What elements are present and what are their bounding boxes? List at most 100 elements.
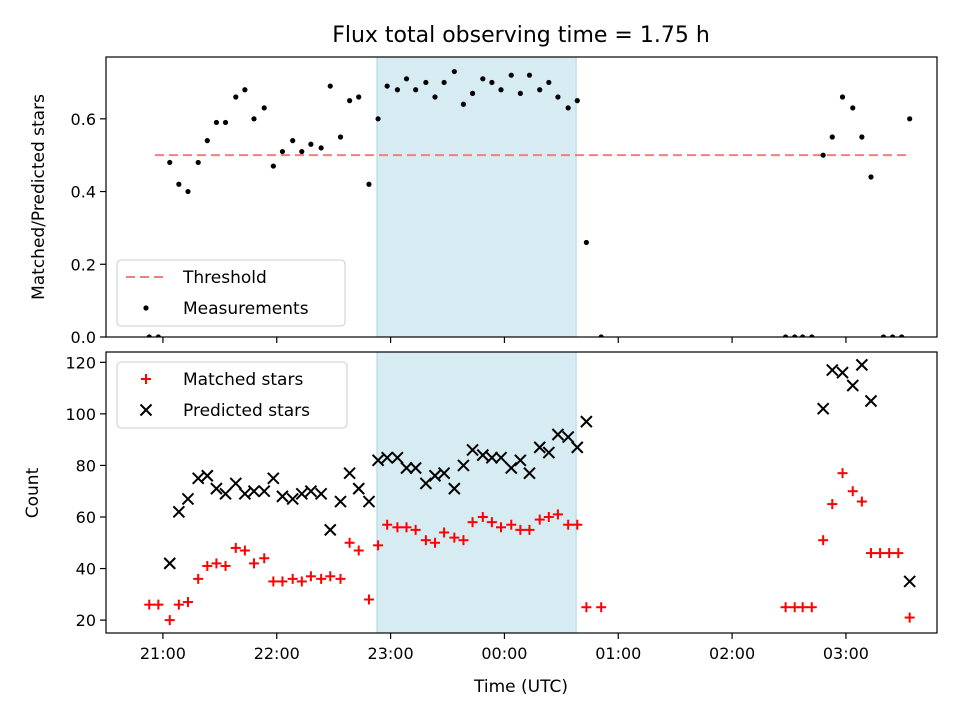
measurement-point [270,163,276,169]
x-stroke-b [846,379,859,392]
x-stroke-b [201,469,214,482]
legend-matched-swatch [141,374,151,384]
x-stroke-b [362,495,376,508]
x-stroke-b [380,451,394,464]
matched-point [884,548,895,559]
x-stroke-b [485,451,499,464]
predicted-point [181,492,195,506]
x-stroke-b [324,523,337,537]
matched-point [467,517,478,528]
matched-point [420,535,431,546]
predicted-point [267,472,280,485]
predicted-point [476,448,490,462]
predicted-point [855,358,869,372]
y-tick-label: 60 [76,508,96,527]
measurement-point [537,87,543,93]
matched-point [827,499,838,510]
measurement-point [800,334,806,337]
predicted-point [485,451,499,464]
measurement-point [555,94,561,100]
predicted-point [466,443,479,457]
measurement-point [366,181,372,187]
plot-area [146,68,913,337]
measurement-point [480,76,486,82]
predicted-point [428,469,442,482]
y-tick-label: 0.2 [71,255,96,274]
y-axis-label-count: Count [23,467,43,518]
predicted-point [229,477,242,490]
x-stroke-b [371,454,385,467]
measurement-point [195,159,201,166]
matched-point [410,524,421,535]
x-tick-label: 22:00 [254,644,300,663]
matched-point [429,537,440,548]
measurement-point [526,72,533,78]
y-tick-label: 100 [65,405,96,424]
measurement-point [469,90,476,96]
matched-point [596,602,607,613]
measurement-point [546,79,552,86]
predicted-point [494,451,508,464]
x-tick-label: 02:00 [709,644,755,663]
x-stroke-b [816,402,830,415]
x-stroke-b [514,454,527,467]
matched-point [259,553,270,564]
predicted-point [362,495,376,508]
legend-ratio: Threshold Measurements [116,259,346,327]
measurement-point [242,87,248,93]
predicted-point [191,472,205,485]
measurement-point [176,181,182,187]
chart-title: Flux total observing time = 1.75 h [332,23,710,48]
x-axis-label: Time (UTC) [473,677,568,697]
predicted-point [542,446,556,459]
x-stroke-b [561,430,575,444]
predicted-point [201,469,214,482]
matched-point [875,548,886,559]
measurement-point [809,334,815,337]
measurement-point [394,87,401,93]
x-tick-label: 01:00 [595,644,641,663]
matched-point [563,519,574,530]
predicted-point [457,459,470,472]
x-tick-label: 21:00 [140,644,186,663]
matched-point [316,573,327,584]
x-stroke-b [314,487,328,500]
predicted-point [437,466,451,480]
measurement-point [413,87,419,93]
measurement-point [489,79,495,86]
measurement-point [829,134,835,140]
y-tick-label: 80 [76,456,96,475]
matched-point [363,594,374,605]
x-stroke-b [172,505,186,519]
predicted-point [258,485,271,498]
matched-point [401,522,412,533]
x-stroke-b [437,466,451,480]
measurement-point [850,105,856,111]
x-stroke-b [571,441,584,454]
x-tick-label: 03:00 [823,644,869,663]
predicted-point [247,485,261,498]
matched-point [173,599,184,610]
x-stroke-b [238,487,252,500]
matched-point [305,571,316,582]
predicted-point [304,485,318,498]
matched-point [268,576,279,587]
matched-point [572,519,583,530]
predicted-point [409,461,422,475]
x-stroke-b [163,557,176,570]
matched-point [543,511,554,522]
x-stroke-b [903,575,916,588]
plot-area [144,358,916,626]
x-stroke-b [229,477,242,490]
measurement-point [337,134,344,140]
measurement-point [375,116,381,122]
x-stroke-b [855,358,869,372]
matched-point [477,511,488,522]
measurement-point [233,94,239,100]
predicted-point [448,482,461,495]
measurement-point [899,334,905,337]
legend-predicted-swatch [139,403,153,417]
x-stroke-b [836,366,849,379]
x-tick-label: 23:00 [368,644,414,663]
measurement-point [782,334,789,337]
